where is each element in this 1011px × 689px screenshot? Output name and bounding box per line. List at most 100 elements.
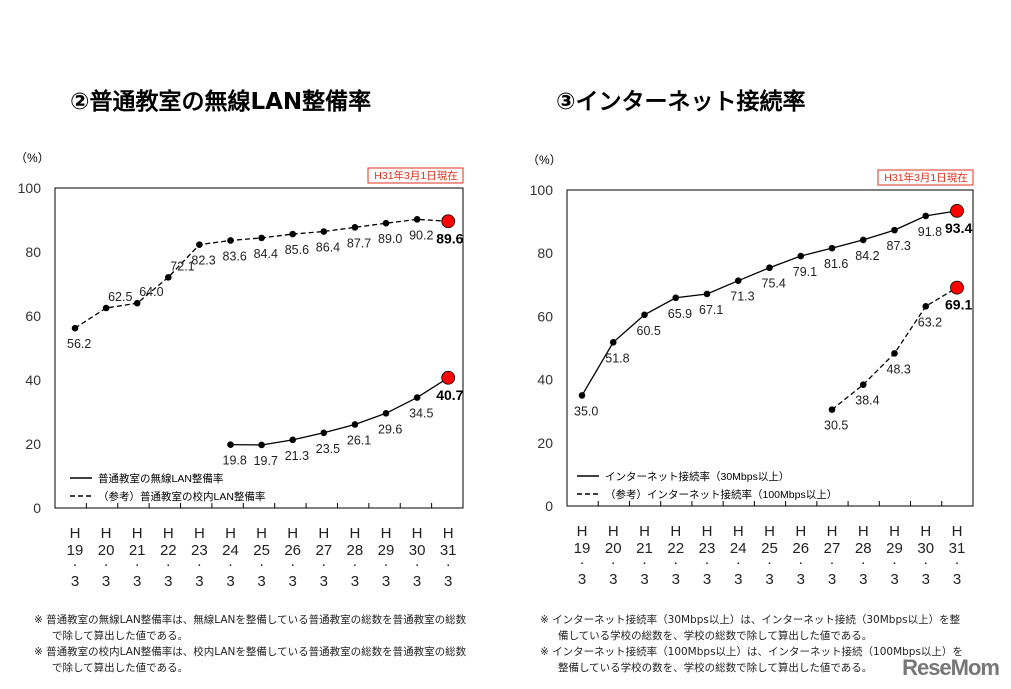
data-label: 62.5: [108, 290, 132, 304]
data-point: [734, 277, 742, 284]
plot-frame: [566, 189, 974, 507]
x-tick-label: H 22 · 3: [160, 525, 177, 590]
x-tick-label: H 19 · 3: [67, 525, 84, 590]
data-point: [578, 392, 586, 399]
data-label: 56.2: [67, 337, 91, 351]
x-tick-label: H 20 · 3: [605, 523, 622, 588]
data-label: 40.7: [436, 387, 463, 403]
data-point: [165, 273, 172, 281]
data-label: 79.1: [793, 265, 817, 279]
data-label: 81.6: [824, 257, 848, 271]
data-point: [703, 290, 711, 298]
series-line: [230, 377, 449, 446]
resemom-logo: ReseMom: [902, 655, 1000, 680]
highlight-marker: [950, 203, 964, 218]
data-label: 84.2: [855, 249, 879, 263]
data-label: 38.4: [855, 394, 879, 408]
data-point: [382, 219, 390, 227]
data-point: [891, 226, 898, 234]
data-label: 19.7: [254, 454, 278, 468]
data-label: 75.4: [762, 277, 786, 291]
data-label: 84.4: [254, 247, 278, 261]
data-point: [413, 394, 421, 401]
highlight-marker: [950, 280, 964, 295]
note: ※ 普通教室の無線LAN整備率は、無線LANを整備している普通教室の総数を普通教…: [34, 614, 467, 642]
data-label: 69.1: [945, 297, 972, 313]
data-point: [828, 406, 836, 413]
data-label: 72.1: [170, 259, 194, 273]
data-label: 21.3: [285, 449, 309, 463]
x-tick-label: H 29 · 3: [378, 525, 395, 590]
x-tick-label: H 19 · 3: [574, 523, 591, 588]
x-tick-label: H 27 · 3: [824, 523, 841, 588]
data-label: 64.0: [139, 285, 163, 299]
data-label: 51.8: [605, 351, 629, 365]
x-tick-label: H 30 · 3: [917, 523, 934, 588]
data-label: 60.5: [637, 324, 661, 338]
data-label: 19.8: [223, 454, 247, 468]
data-point: [258, 234, 265, 242]
data-label: 91.8: [918, 225, 942, 239]
note: ※ 普通教室の校内LAN整備率は、校内LANを整備している普通教室の総数を普通教…: [34, 646, 467, 674]
x-tick-label: H 23 · 3: [699, 523, 716, 588]
data-label: 86.4: [316, 241, 340, 255]
data-label: 30.5: [824, 419, 848, 433]
data-label: 83.6: [223, 249, 247, 263]
x-tick-label: H 21 · 3: [129, 525, 146, 590]
y-tick-label: 100: [18, 180, 42, 196]
date-badge-text: H31年3月1日現在: [374, 169, 457, 182]
legend-label: インターネット接続率（30Mbps以上）: [605, 470, 789, 483]
data-label: 63.2: [918, 315, 942, 329]
data-point: [133, 299, 141, 307]
x-tick-label: H 23 · 3: [191, 525, 208, 590]
data-label: 85.6: [285, 243, 309, 257]
note: ※ インターネット接続率（30Mbps以上）は、インターネット接続（30Mbps…: [540, 614, 961, 642]
series-line: [831, 287, 958, 411]
data-label: 29.6: [378, 422, 402, 436]
data-label: 23.5: [316, 442, 340, 456]
data-label: 26.1: [347, 433, 371, 447]
data-point: [641, 311, 648, 319]
data-label: 65.9: [668, 307, 692, 321]
legend-label: （参考）インターネット接続率（100Mbps以上）: [605, 488, 837, 501]
legend-label: 普通教室の無線LAN整備率: [98, 472, 223, 485]
data-point: [351, 421, 359, 428]
data-point: [289, 230, 297, 238]
y-tick-label: 100: [530, 182, 554, 198]
data-point: [71, 324, 79, 332]
data-point: [351, 224, 359, 231]
y-tick-label: 60: [537, 308, 553, 324]
date-badge-text: H31年3月1日現在: [884, 171, 967, 184]
chart-wireless-lan: （%） H31年3月1日現在 0 20 40 60 80 100 H 19 · 3 H 20 · 3 H 21 · 3…: [15, 151, 464, 590]
y-tick-label: 0: [33, 500, 41, 516]
data-point: [258, 441, 265, 449]
data-point: [797, 252, 805, 260]
data-label: 89.0: [378, 232, 402, 246]
highlight-marker: [441, 214, 456, 229]
notes-left: ※ 普通教室の無線LAN整備率は、無線LANを整備している普通教室の総数を普通教…: [34, 612, 474, 676]
x-tick-label: H 29 · 3: [886, 523, 903, 588]
legend-label: （参考）普通教室の校内LAN整備率: [98, 490, 265, 503]
data-label: 35.0: [574, 404, 598, 418]
x-tick-label: H 27 · 3: [315, 525, 332, 590]
chart-title-internet: ③インターネット接続率: [556, 89, 806, 115]
data-point: [828, 244, 836, 252]
x-tick-label: H 25 · 3: [761, 523, 778, 588]
y-tick-label: 80: [25, 244, 41, 260]
y-tick-label: 0: [545, 498, 553, 514]
y-tick-label: 40: [537, 372, 553, 388]
chart-internet: （%） H31年3月1日現在 0 20 40 60 80 100 H 19 · 3 H 20 · 3 H 21 · 3…: [527, 153, 974, 588]
data-point: [227, 237, 234, 244]
data-label: 87.3: [887, 239, 911, 253]
data-label: 34.5: [409, 407, 433, 421]
data-point: [382, 409, 390, 417]
chart-title-wireless-lan: ②普通教室の無線LAN整備率: [70, 89, 372, 115]
unit-label: （%）: [15, 151, 50, 165]
y-tick-label: 40: [25, 372, 41, 388]
x-tick-label: H 25 · 3: [253, 525, 270, 590]
data-point: [891, 350, 898, 357]
x-tick-label: H 31 · 3: [949, 523, 966, 588]
x-tick-label: H 28 · 3: [855, 523, 872, 588]
data-label: 71.3: [730, 290, 754, 304]
data-label: 67.1: [699, 303, 723, 317]
